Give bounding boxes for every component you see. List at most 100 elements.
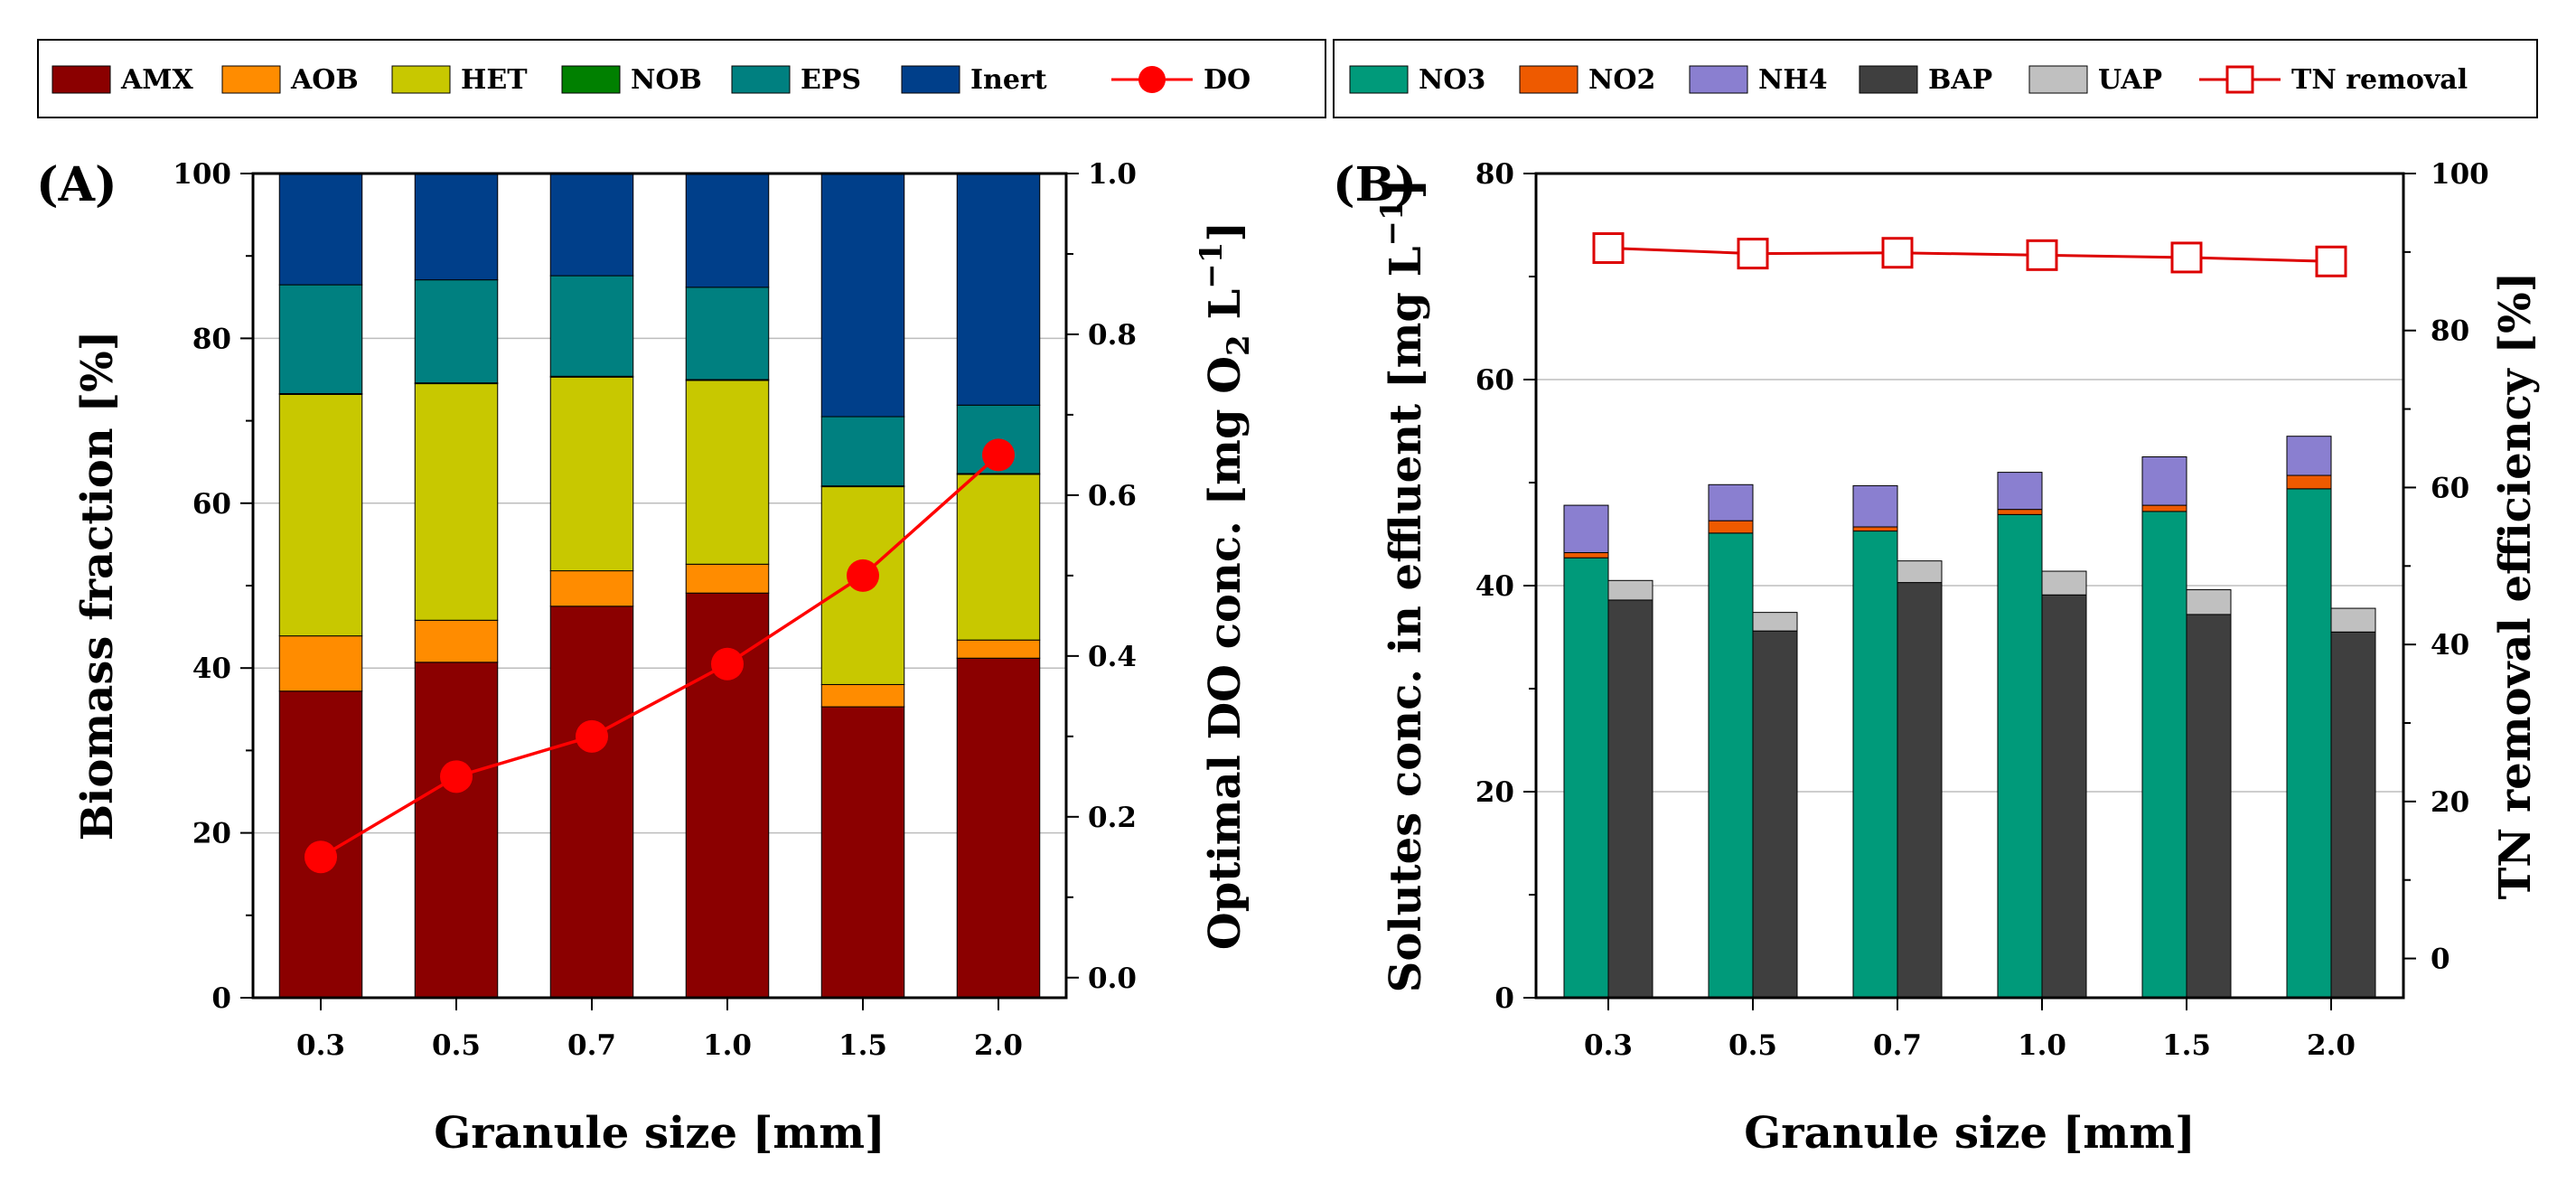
- panel-a-do-line: [304, 438, 1015, 874]
- legend-a-swatch-amx: [52, 65, 111, 94]
- bar-a-inert: [549, 173, 634, 277]
- panel-b-y2tick-label: 80: [2431, 315, 2469, 348]
- panel-a-xtick-label: 0.5: [432, 1029, 481, 1062]
- bar-a-eps: [278, 284, 363, 395]
- legend-a-label-het: HET: [461, 64, 528, 96]
- bar-b-no3: [1563, 557, 1609, 999]
- panel-b-ticks: 0 20 40 60 80 0 20 40 60 80 100 0.3 0.5 0.7 1.0 1.5 2.0: [1475, 158, 2489, 1062]
- panel-b-y2label: TN removal efficiency [%]: [2490, 272, 2541, 900]
- panel-b-xtick-label: 0.3: [1584, 1029, 1633, 1062]
- bar-a-eps: [414, 279, 499, 384]
- legend-a-swatch-aob: [221, 65, 281, 94]
- legend-a-label-aob: AOB: [290, 64, 359, 96]
- panel-a-y2tick-label: 1.0: [1088, 158, 1137, 191]
- bar-b-no2: [1852, 526, 1898, 532]
- bar-b-nh4: [2286, 436, 2332, 476]
- panel-a-ytick-label: 100: [173, 158, 231, 191]
- panel-b-ytick-label: 80: [1475, 158, 1514, 191]
- legend-a-swatch-inert: [901, 65, 960, 94]
- legend-b-swatch-bap: [1859, 65, 1918, 94]
- panel-b-xtick-label: 1.5: [2162, 1029, 2211, 1062]
- panel-b-ytick-label: 20: [1475, 776, 1514, 809]
- do-point: [847, 559, 879, 592]
- panel-b-bars: [1563, 436, 2376, 999]
- panel-a-y2tick-label: 0.8: [1088, 319, 1137, 352]
- legend-b-label-bap: BAP: [1928, 64, 1992, 96]
- bar-b-uap: [1607, 579, 1653, 601]
- bar-a-inert: [956, 173, 1041, 406]
- tn-removal-point: [1881, 237, 1914, 269]
- bar-b-no3: [2286, 488, 2332, 999]
- bar-a-inert: [685, 173, 770, 288]
- panel-a-grid: [253, 337, 1066, 834]
- bar-a-amx: [820, 706, 905, 999]
- bar-b-no2: [1563, 552, 1609, 559]
- bar-a-het: [414, 383, 499, 621]
- panel-a-xlabel: Granule size [mm]: [434, 1108, 885, 1159]
- panel-a-y2tick-label: 0.6: [1088, 480, 1137, 512]
- do-point: [304, 840, 337, 874]
- legend-a-swatch-nob: [561, 65, 621, 94]
- legend-b-items: NO3 NO2 NH4 BAP UAP TN removal: [1349, 64, 2468, 96]
- bar-a-aob: [956, 639, 1041, 659]
- panel-a-y2tick-label: 0.2: [1088, 802, 1137, 834]
- panel-b-xtick-label: 0.5: [1728, 1029, 1777, 1062]
- legend-b-swatch-no3: [1349, 65, 1409, 94]
- panel-b-xtick-label: 2.0: [2307, 1029, 2356, 1062]
- bar-a-eps: [549, 275, 634, 377]
- panel-a-ytick-label: 20: [192, 818, 231, 850]
- do-point: [982, 438, 1015, 472]
- do-point: [576, 719, 608, 753]
- bar-b-bap: [1897, 582, 1943, 999]
- legend-a-swatch-het: [391, 65, 451, 94]
- legend-b-swatch-nh4: [1689, 65, 1748, 94]
- panel-a-xtick-label: 0.3: [296, 1029, 345, 1062]
- bar-b-bap: [2330, 631, 2376, 999]
- legend-a-items: AMX AOB HET NOB EPS Inert DO: [52, 64, 1251, 96]
- panel-a-ylabel: Biomass fraction [%]: [72, 331, 123, 841]
- panel-b-grid: [1536, 379, 2403, 793]
- panel-b-ytick-label: 60: [1475, 364, 1514, 397]
- panel-a-y2label: Optimal DO conc. [mg O2 L−1]: [1194, 221, 1257, 950]
- bar-b-nh4: [1852, 484, 1898, 528]
- panel-a-xtick-label: 1.0: [703, 1029, 752, 1062]
- bar-a-eps: [685, 286, 770, 380]
- panel-a-xtick-label: 0.7: [567, 1029, 616, 1062]
- panel-a-ytick-label: 80: [192, 323, 231, 355]
- tn-removal-point: [2315, 245, 2347, 277]
- panel-b-ylabel: Solutes conc. in effluent [mg L−1]: [1374, 179, 1431, 993]
- panel-b-y2tick-label: 60: [2431, 472, 2469, 504]
- bar-b-no2: [1708, 520, 1754, 534]
- panel-b-xlabel: Granule size [mm]: [1744, 1108, 2195, 1159]
- bar-a-amx: [956, 657, 1041, 999]
- panel-b-ytick-label: 40: [1475, 570, 1514, 603]
- bar-b-bap: [2041, 594, 2087, 999]
- panel-a-ytick-label: 60: [192, 488, 231, 521]
- panel-b-tn-line: [1592, 232, 2347, 277]
- panel-a-frame: [251, 172, 1068, 1000]
- bar-b-nh4: [1997, 472, 2043, 511]
- panel-b-y2tick-label: 0: [2431, 944, 2450, 976]
- bar-b-bap: [1752, 630, 1798, 999]
- bar-a-het: [956, 474, 1041, 641]
- bar-b-nh4: [1708, 484, 1754, 521]
- tn-removal-line: [1607, 247, 2332, 263]
- legend-a-marker-do: [1138, 66, 1166, 93]
- bar-b-bap: [2186, 614, 2232, 999]
- bar-b-no3: [1852, 530, 1898, 999]
- do-point: [440, 760, 473, 793]
- tn-removal-point: [1592, 232, 1625, 265]
- panel-b-y2tick-label: 20: [2431, 786, 2469, 819]
- bar-b-no3: [1997, 513, 2043, 999]
- panel-a-xtick-label: 1.5: [838, 1029, 887, 1062]
- panel-b-xtick-label: 1.0: [2018, 1029, 2066, 1062]
- legend-a-label-nob: NOB: [631, 64, 702, 96]
- bar-a-aob: [278, 635, 363, 692]
- tn-removal-point: [1737, 238, 1769, 270]
- bar-a-het: [278, 393, 363, 637]
- bar-a-aob: [549, 570, 634, 607]
- bar-a-eps: [820, 416, 905, 487]
- tn-removal-point: [2026, 239, 2058, 271]
- panel-a-ytick-label: 40: [192, 653, 231, 685]
